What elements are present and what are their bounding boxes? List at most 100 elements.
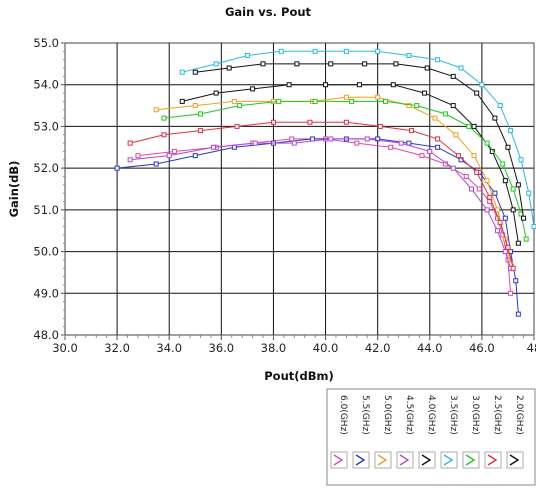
data-point-marker — [515, 311, 521, 317]
legend-swatch-box — [440, 451, 458, 469]
x-tick-label: 36.0 — [209, 341, 235, 355]
y-tick-label: 50.0 — [33, 245, 59, 259]
data-point-marker — [463, 173, 469, 179]
data-point-marker — [484, 178, 490, 184]
data-point-marker — [505, 144, 511, 150]
data-point-marker — [442, 111, 448, 117]
x-tick-label: 30.0 — [52, 341, 78, 355]
y-axis-title: Gain(dB) — [7, 161, 21, 218]
data-point-marker — [455, 153, 461, 159]
data-point-marker — [492, 115, 498, 121]
data-point-marker — [114, 165, 120, 171]
legend-swatch-line — [443, 454, 454, 466]
data-point-marker — [286, 82, 292, 88]
series-line — [129, 121, 514, 269]
data-point-marker — [510, 265, 516, 271]
data-point-marker — [450, 103, 456, 109]
data-point-marker — [153, 107, 159, 113]
data-point-marker — [526, 190, 532, 196]
x-tick-label: 46.0 — [469, 341, 495, 355]
data-point-marker — [497, 219, 503, 225]
data-point-marker — [419, 153, 425, 159]
data-point-marker — [513, 278, 519, 284]
data-point-marker — [474, 169, 480, 175]
legend-swatch-line — [377, 454, 388, 466]
data-point-marker — [479, 82, 485, 88]
series-3-5-ghz — [179, 48, 536, 230]
legend-swatch-box — [484, 451, 502, 469]
data-point-marker — [213, 61, 219, 67]
data-point-marker — [270, 119, 276, 125]
data-point-marker — [343, 119, 349, 125]
data-point-marker — [161, 115, 167, 121]
data-point-marker — [312, 48, 318, 54]
x-tick-label: 32.0 — [104, 341, 130, 355]
data-point-marker — [343, 48, 349, 54]
chart-title: Gain vs. Pout — [225, 5, 312, 19]
data-point-marker — [135, 153, 141, 159]
data-point-marker — [294, 61, 300, 67]
y-tick-label: 49.0 — [33, 286, 59, 300]
legend-swatch-box — [418, 451, 436, 469]
data-point-marker — [192, 69, 198, 75]
data-point-marker — [435, 136, 441, 142]
data-point-marker — [364, 136, 370, 142]
legend-item: 5.0(GHz) — [374, 395, 392, 469]
data-point-marker — [476, 186, 482, 192]
data-point-marker — [171, 148, 177, 154]
data-point-marker — [500, 232, 506, 238]
data-point-marker — [291, 140, 297, 146]
data-point-marker — [502, 249, 508, 255]
data-point-marker — [192, 153, 198, 159]
y-tick-label: 54.0 — [33, 78, 59, 92]
legend-label: 2.5(GHz) — [492, 395, 502, 435]
x-axis-title: Pout(dBm) — [264, 369, 334, 383]
x-tick-label: 42.0 — [365, 341, 391, 355]
data-point-marker — [231, 98, 237, 104]
data-point-marker — [495, 228, 501, 234]
data-point-marker — [510, 207, 516, 213]
legend-label: 3.0(GHz) — [470, 395, 480, 435]
x-tick-label: 40.0 — [313, 341, 339, 355]
legend-label: 5.5(GHz) — [360, 395, 370, 435]
data-point-marker — [289, 136, 295, 142]
legend-swatch-line — [333, 454, 344, 466]
data-point-marker — [518, 157, 524, 163]
legend-swatch-box — [352, 451, 370, 469]
legend-swatch-box — [462, 451, 480, 469]
legend-swatch-box — [396, 451, 414, 469]
data-point-marker — [179, 69, 185, 75]
data-point-marker — [234, 123, 240, 129]
data-point-marker — [458, 65, 464, 71]
data-point-marker — [409, 128, 415, 134]
series-4-0-ghz — [179, 82, 521, 246]
data-point-marker — [127, 157, 133, 163]
data-point-marker — [127, 140, 133, 146]
data-point-marker — [414, 103, 420, 109]
y-tick-label: 53.0 — [33, 119, 59, 133]
legend: 6.0(GHz) 5.5(GHz) 5.0(GHz) 4.5(GHz) 4.0(GHz)… — [326, 388, 536, 486]
data-point-marker — [252, 140, 258, 146]
y-tick-label: 51.0 — [33, 203, 59, 217]
data-point-marker — [153, 161, 159, 167]
data-point-marker — [349, 98, 355, 104]
legend-item: 5.5(GHz) — [352, 395, 370, 469]
data-point-marker — [260, 61, 266, 67]
data-point-marker — [484, 140, 490, 146]
data-point-marker — [531, 224, 536, 230]
legend-label: 6.0(GHz) — [338, 395, 348, 435]
data-point-marker — [393, 61, 399, 67]
data-point-marker — [390, 82, 396, 88]
data-point-marker — [453, 132, 459, 138]
data-point-marker — [500, 161, 506, 167]
x-tick-label: 34.0 — [156, 341, 182, 355]
series-2-5-ghz — [127, 119, 516, 271]
data-point-marker — [323, 82, 329, 88]
series-line — [195, 63, 525, 219]
legend-label: 5.0(GHz) — [382, 395, 392, 435]
legend-items: 6.0(GHz) 5.5(GHz) 5.0(GHz) 4.5(GHz) 4.0(GHz)… — [330, 395, 524, 469]
legend-box — [326, 388, 536, 486]
data-point-marker — [505, 244, 511, 250]
data-point-marker — [471, 123, 477, 129]
data-point-marker — [406, 53, 412, 59]
